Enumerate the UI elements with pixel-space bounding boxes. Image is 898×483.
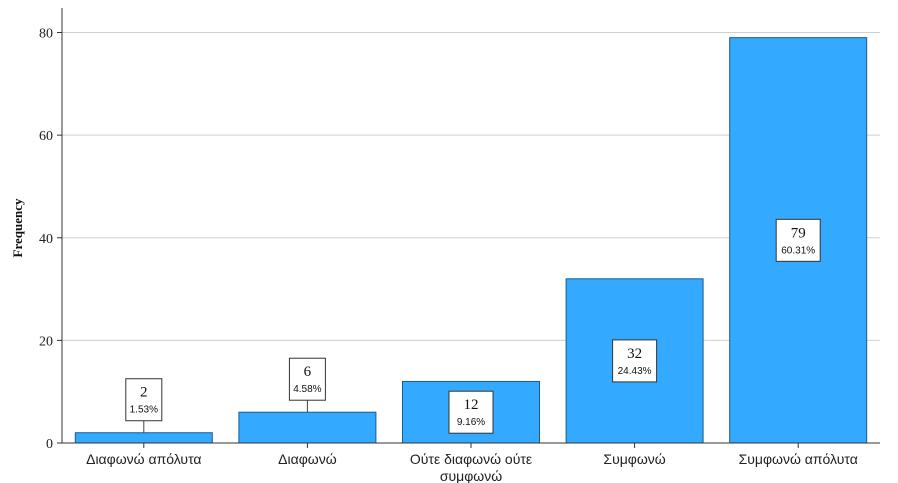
y-tick-label: 40 [39, 232, 53, 247]
axes: 0 20 40 60 80 Διαφωνώ απόλυτα Διαφωνώ Ούτε διαφ… [39, 8, 880, 483]
bars [74, 37, 868, 444]
bar [74, 432, 213, 444]
data-label-count: 2 [140, 385, 148, 401]
data-label-count: 12 [464, 397, 479, 413]
y-axis-label: Frequency [10, 198, 25, 257]
bar [238, 411, 377, 444]
y-tick-label: 20 [39, 334, 53, 349]
x-category-label: Συμφωνώ [603, 451, 665, 467]
data-label-percent: 4.58% [293, 384, 321, 395]
x-category-label: Διαφωνώ απόλυτα [86, 451, 201, 467]
data-label-count: 32 [627, 346, 642, 362]
data-label-box [288, 357, 326, 401]
data-label-percent: 9.16% [457, 417, 485, 428]
data-label-box [125, 378, 163, 422]
data-label-count: 79 [791, 225, 806, 241]
data-label-percent: 1.53% [130, 405, 158, 416]
x-category-label: Συμφωνώ απόλυτα [739, 451, 858, 467]
data-label-percent: 24.43% [618, 366, 652, 377]
data-label-box [775, 218, 821, 262]
y-tick-label: 80 [39, 27, 53, 42]
x-category-label: Διαφωνώ [278, 451, 337, 467]
data-label-box [612, 339, 658, 383]
data-label-count: 6 [304, 364, 312, 380]
data-labels: 2 1.53% 6 4.58% 12 9.16% 32 24.43% 79 60.31% [125, 218, 821, 434]
y-tick-label: 60 [39, 129, 53, 144]
x-category-label: Ούτε διαφωνώ ούτε συμφωνώ [410, 451, 532, 483]
data-label-percent: 60.31% [781, 245, 815, 256]
data-label-box [448, 390, 494, 434]
y-tick-label: 0 [46, 437, 53, 452]
